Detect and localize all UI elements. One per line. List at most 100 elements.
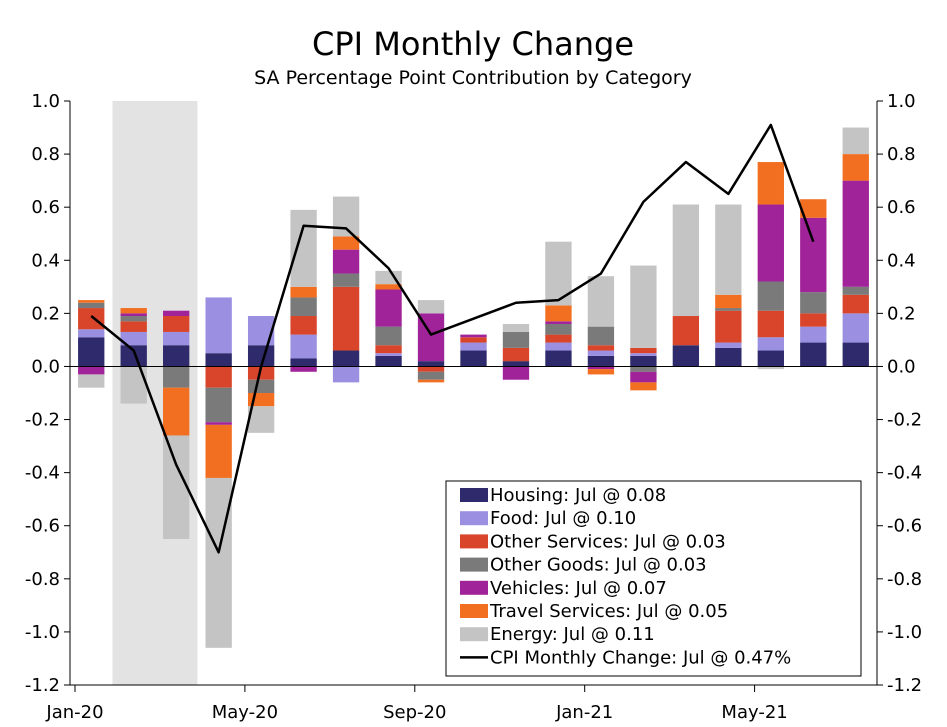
bar-energy bbox=[205, 477, 232, 648]
bar-travel-services bbox=[757, 162, 784, 205]
bar-housing bbox=[375, 355, 402, 367]
bar-other-services bbox=[672, 316, 700, 346]
bar-other-services bbox=[417, 366, 445, 372]
cpi-line-layer bbox=[90, 123, 815, 554]
bar-housing bbox=[205, 353, 232, 367]
bar-energy bbox=[163, 435, 190, 539]
bar-travel-services bbox=[417, 379, 445, 383]
y-tick-label-right: -1.2 bbox=[887, 675, 922, 696]
y-tick-label-right: -0.4 bbox=[887, 463, 922, 484]
bar-food bbox=[715, 342, 742, 348]
y-tick-label-left: -0.8 bbox=[25, 569, 60, 590]
bar-housing bbox=[247, 345, 275, 367]
y-tick-label-right: 0.0 bbox=[887, 356, 916, 377]
bar-travel-services bbox=[630, 382, 657, 391]
bar-travel-services bbox=[842, 154, 869, 181]
bar-food bbox=[757, 337, 784, 351]
cpi-monthly-change-line bbox=[90, 123, 815, 554]
bar-travel-services bbox=[715, 294, 742, 309]
bar-energy bbox=[672, 204, 700, 317]
bar-travel-services bbox=[205, 424, 232, 478]
bar-other-services bbox=[332, 286, 360, 351]
bar-travel-services bbox=[375, 284, 402, 290]
bar-food bbox=[587, 350, 615, 356]
bar-housing bbox=[290, 358, 317, 367]
legend-label-housing: Housing: Jul @ 0.08 bbox=[490, 485, 666, 506]
legend-label-vehicles: Vehicles: Jul @ 0.07 bbox=[490, 578, 667, 599]
legend-swatch-other-goods bbox=[460, 557, 488, 572]
bar-energy bbox=[247, 406, 275, 433]
bar-vehicles bbox=[842, 180, 869, 287]
bar-food bbox=[120, 331, 147, 346]
bar-energy bbox=[715, 204, 742, 295]
bar-travel-services bbox=[290, 286, 317, 298]
x-tick-label: Jan-20 bbox=[45, 702, 103, 723]
bar-housing bbox=[630, 355, 657, 367]
legend-swatch-vehicles bbox=[460, 580, 488, 595]
bar-housing bbox=[672, 345, 700, 367]
bar-other-services bbox=[205, 366, 232, 388]
bar-housing bbox=[417, 361, 445, 367]
bar-vehicles bbox=[332, 249, 360, 274]
bar-vehicles bbox=[78, 366, 105, 375]
bar-travel-services bbox=[120, 308, 147, 314]
bar-other-services bbox=[502, 347, 530, 362]
bar-energy bbox=[375, 270, 402, 285]
bar-vehicles bbox=[630, 371, 657, 383]
y-tick-label-left: 0.6 bbox=[31, 197, 60, 218]
y-tick-label-right: 0.6 bbox=[887, 197, 916, 218]
bar-other-services bbox=[630, 347, 657, 354]
bar-vehicles bbox=[205, 422, 232, 425]
bar-travel-services bbox=[163, 387, 190, 436]
bar-food bbox=[247, 316, 275, 346]
legend-label-other-services: Other Services: Jul @ 0.03 bbox=[490, 531, 726, 552]
bar-other-services bbox=[545, 334, 572, 343]
x-tick-label: Jan-21 bbox=[555, 702, 613, 723]
bar-travel-services bbox=[545, 305, 572, 322]
bar-other-goods bbox=[247, 379, 275, 393]
bar-housing bbox=[502, 361, 530, 367]
bar-other-goods bbox=[502, 331, 530, 348]
bars-layer bbox=[78, 127, 869, 648]
bar-other-goods bbox=[587, 326, 615, 346]
bar-vehicles bbox=[163, 310, 190, 317]
bar-other-goods bbox=[163, 366, 190, 388]
x-tick-label: May-20 bbox=[212, 702, 278, 723]
bar-housing bbox=[545, 350, 572, 367]
bar-other-services bbox=[715, 310, 742, 343]
bar-other-goods bbox=[800, 292, 827, 314]
bar-other-goods bbox=[290, 297, 317, 317]
x-tick-label: Sep-20 bbox=[383, 702, 446, 723]
y-tick-label-right: -0.2 bbox=[887, 410, 922, 431]
y-tick-label-left: 0.0 bbox=[31, 356, 60, 377]
bar-other-goods bbox=[120, 316, 147, 322]
bar-food bbox=[630, 353, 657, 356]
bar-travel-services bbox=[78, 300, 105, 303]
bar-housing bbox=[163, 345, 190, 367]
y-tick-label-left: 0.8 bbox=[31, 144, 60, 165]
bar-energy bbox=[587, 276, 615, 327]
bar-housing bbox=[715, 347, 742, 367]
bar-energy bbox=[502, 323, 530, 332]
bar-other-goods bbox=[545, 323, 572, 335]
bar-food bbox=[800, 326, 827, 343]
bar-energy bbox=[757, 366, 784, 370]
y-tick-label-right: 0.8 bbox=[887, 144, 916, 165]
bar-housing bbox=[120, 345, 147, 367]
legend-label-travel-services: Travel Services: Jul @ 0.05 bbox=[489, 601, 728, 622]
bar-other-services bbox=[247, 366, 275, 380]
bar-vehicles bbox=[120, 313, 147, 317]
legend-label-other-goods: Other Goods: Jul @ 0.03 bbox=[490, 555, 707, 576]
legend-label-food: Food: Jul @ 0.10 bbox=[490, 508, 636, 529]
bar-energy bbox=[842, 127, 869, 155]
bar-other-services bbox=[78, 308, 105, 330]
y-tick-label-right: -0.8 bbox=[887, 569, 922, 590]
y-tick-label-right: 0.2 bbox=[887, 303, 916, 324]
bar-housing bbox=[842, 342, 869, 367]
bar-vehicles bbox=[290, 366, 317, 372]
y-tick-label-left: -0.6 bbox=[25, 516, 60, 537]
bar-other-goods bbox=[78, 302, 105, 309]
bar-other-goods bbox=[205, 387, 232, 423]
chart-subtitle: SA Percentage Point Contribution by Cate… bbox=[254, 67, 692, 89]
